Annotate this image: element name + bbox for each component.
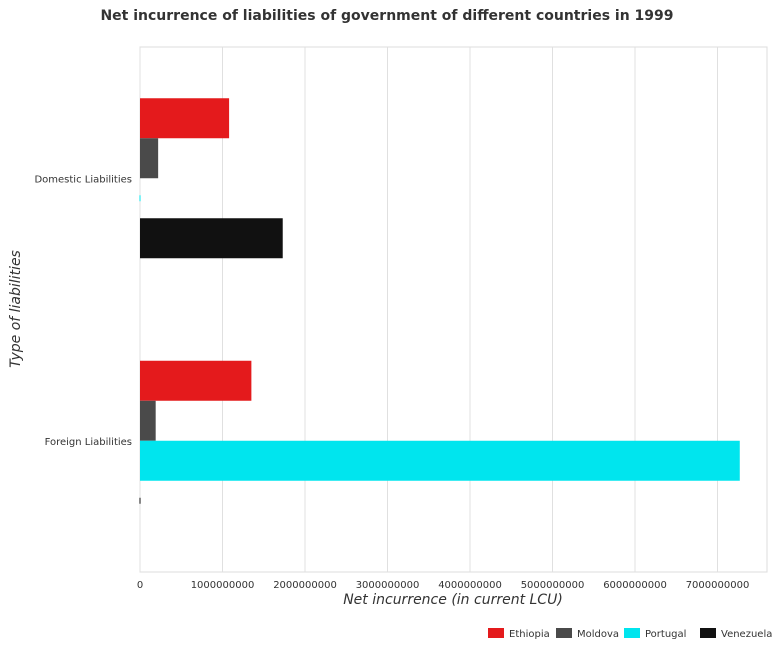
x-tick-label: 2000000000 [273, 580, 337, 591]
legend: Ethiopia Moldova Portugal Venezuela [488, 628, 772, 640]
bar-venezuela-0 [140, 218, 283, 258]
x-tick-label: 5000000000 [521, 580, 585, 591]
y-tick-label: Domestic Liabilities [34, 174, 132, 185]
x-tick-label: 1000000000 [191, 580, 255, 591]
plot-background [140, 47, 767, 572]
bar-moldova-1 [140, 401, 156, 441]
legend-swatch [624, 628, 640, 638]
x-tick-label: 3000000000 [356, 580, 420, 591]
legend-swatch [556, 628, 572, 638]
legend-label: Moldova [577, 629, 619, 640]
legend-label: Ethiopia [509, 629, 550, 640]
x-tick-label: 0 [137, 580, 143, 591]
y-axis-title: Type of liabilities [8, 250, 24, 368]
bar-ethiopia-1 [140, 361, 251, 401]
bar-ethiopia-0 [140, 98, 229, 138]
x-tick-labels: 0 1000000000 2000000000 3000000000 400000000… [137, 580, 750, 591]
legend-label: Portugal [645, 629, 686, 640]
x-axis-title: Net incurrence (in current LCU) [343, 592, 563, 608]
x-tick-label: 6000000000 [603, 580, 667, 591]
bar-portugal-1 [140, 441, 740, 481]
x-tick-label: 7000000000 [686, 580, 750, 591]
legend-swatch [700, 628, 716, 638]
y-tick-labels: Domestic Liabilities Foreign Liabilities [34, 174, 132, 448]
x-tick-label: 4000000000 [438, 580, 502, 591]
legend-label: Venezuela [721, 629, 772, 640]
bar-moldova-0 [140, 138, 158, 178]
y-tick-label: Foreign Liabilities [45, 437, 132, 448]
legend-swatch [488, 628, 504, 638]
